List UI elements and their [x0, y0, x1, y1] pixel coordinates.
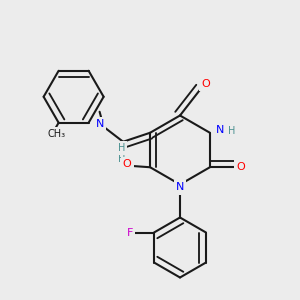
Text: F: F	[127, 227, 133, 238]
Text: H: H	[118, 143, 125, 153]
Text: N: N	[96, 119, 104, 129]
Text: H: H	[118, 154, 125, 164]
Text: O: O	[236, 162, 245, 172]
Text: O: O	[201, 79, 210, 89]
Text: O: O	[123, 159, 131, 169]
Text: H: H	[228, 126, 236, 136]
Text: N: N	[176, 182, 184, 193]
Text: N: N	[216, 125, 225, 135]
Text: CH₃: CH₃	[47, 129, 65, 139]
